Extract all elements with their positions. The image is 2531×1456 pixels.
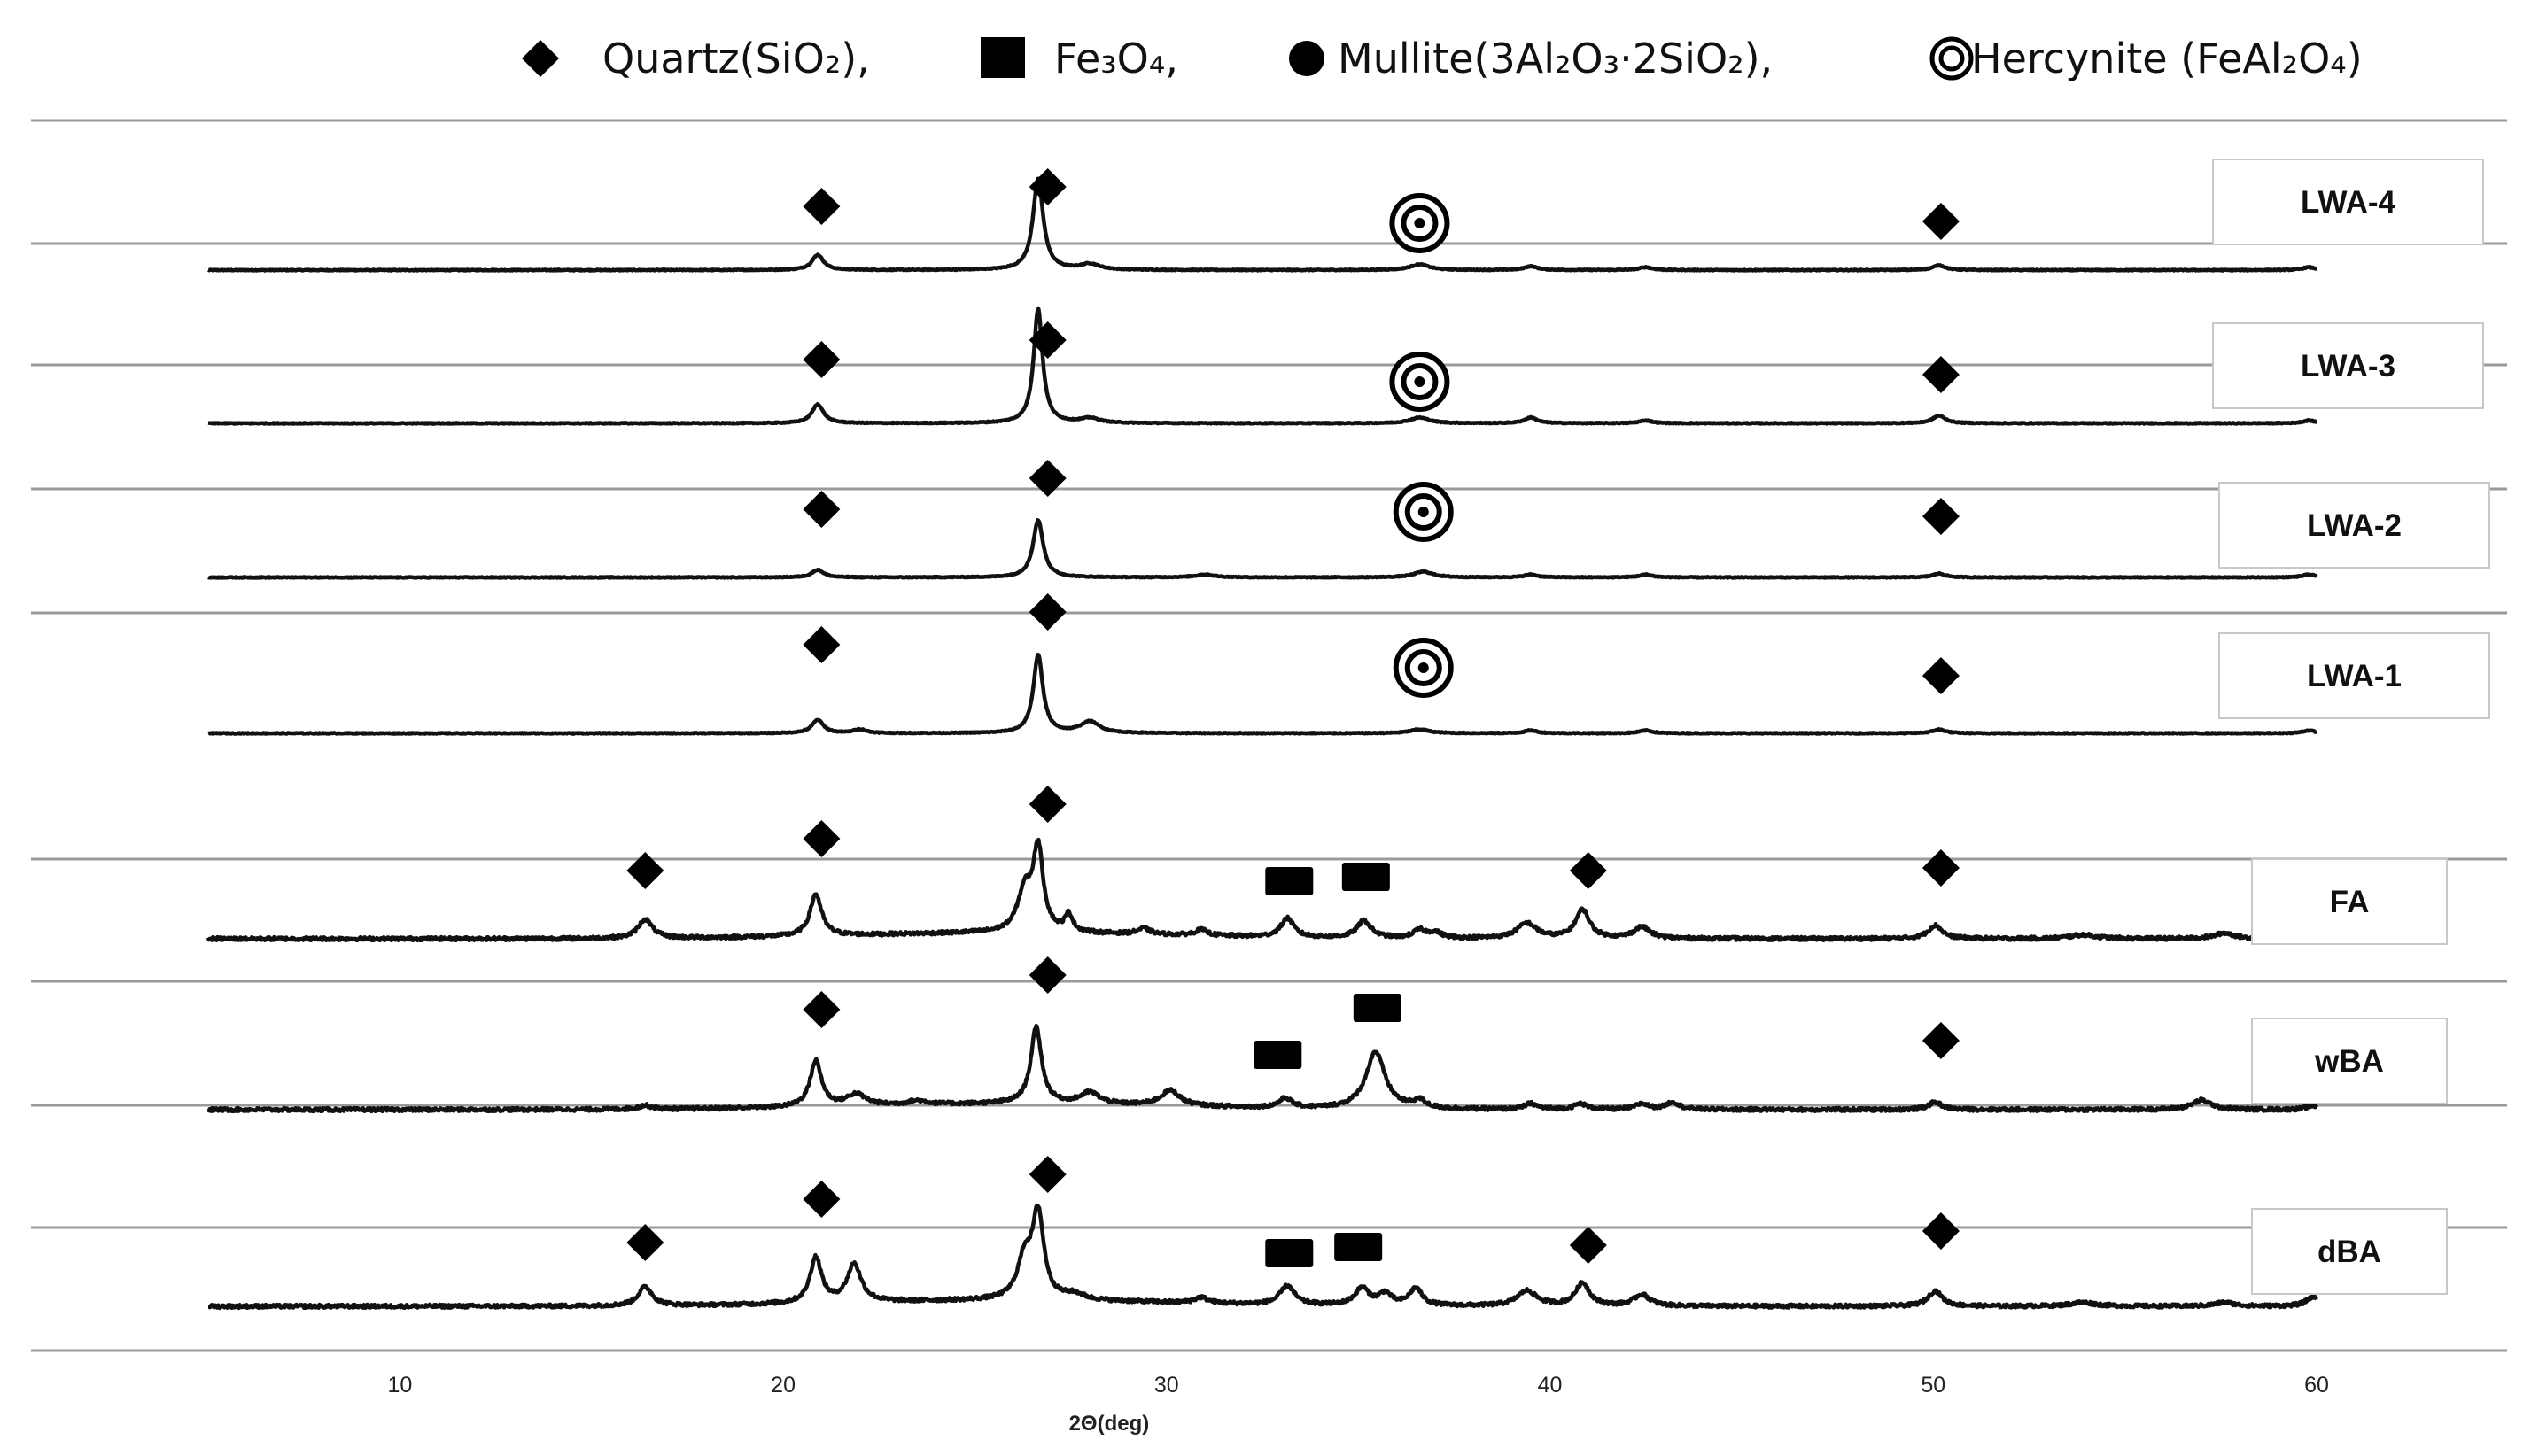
diffraction-trace	[206, 837, 2318, 943]
sample-label: LWA-2	[2307, 508, 2402, 543]
diamond-peak-marker	[1569, 852, 1607, 889]
panel-lwa-2: LWA-2	[206, 460, 2490, 580]
x-tick-label: 40	[1538, 1373, 1563, 1398]
panel-lwa-4: LWA-4	[206, 159, 2484, 273]
diamond-peak-marker	[1029, 1156, 1067, 1193]
diamond-peak-marker	[1922, 1212, 1960, 1250]
square-peak-marker	[1334, 1233, 1383, 1261]
sample-label: LWA-4	[2301, 185, 2395, 220]
sample-label: LWA-1	[2307, 659, 2402, 693]
x-tick-label: 50	[1921, 1373, 1945, 1398]
x-tick-label: 20	[771, 1373, 796, 1398]
diamond-peak-marker	[1569, 1227, 1607, 1264]
panel-separators	[31, 119, 2507, 1352]
panel-lwa-3: LWA-3	[206, 306, 2484, 426]
sample-label-box	[2212, 159, 2484, 245]
diamond-peak-marker	[626, 852, 664, 889]
square-peak-marker	[1353, 994, 1401, 1022]
sample-label-box	[2251, 858, 2448, 945]
square-peak-marker	[1254, 1041, 1302, 1069]
diamond-peak-marker	[803, 1181, 841, 1218]
sample-label-box	[2218, 482, 2490, 569]
legend-label: Quartz(SiO₂),	[602, 35, 870, 82]
diamond-peak-marker	[1029, 168, 1067, 205]
diamond-peak-marker	[1922, 203, 1960, 240]
panel-wba: wBA	[206, 956, 2448, 1114]
legend-circle-icon	[1289, 41, 1324, 76]
diffraction-trace	[206, 652, 2318, 736]
diamond-peak-marker	[1922, 1022, 1960, 1059]
diamond-peak-marker	[1922, 849, 1960, 887]
x-axis-title: 2Θ(deg)	[1069, 1412, 1150, 1436]
double-circle-peak-marker	[1393, 482, 1454, 542]
sample-label-box	[2218, 632, 2490, 719]
double-circle-peak-marker	[1389, 193, 1450, 253]
diamond-peak-marker	[1029, 460, 1067, 497]
sample-label-box	[2251, 1018, 2448, 1104]
legend-label: Fe₃O₄,	[1054, 35, 1178, 82]
double-circle-peak-marker	[1389, 352, 1450, 412]
legend-label: Hercynite (FeAl₂O₄)	[1971, 35, 2363, 82]
diamond-peak-marker	[803, 341, 841, 378]
square-peak-marker	[1265, 1239, 1314, 1267]
diamond-peak-marker	[803, 491, 841, 528]
diamond-peak-marker	[1922, 356, 1960, 393]
legend-label: Mullite(3Al₂O₃·2SiO₂),	[1338, 35, 1773, 82]
diamond-peak-marker	[1029, 593, 1067, 631]
x-tick-label: 30	[1154, 1373, 1179, 1398]
square-peak-marker	[1265, 867, 1314, 895]
panels: LWA-4 LWA-3 LWA-2 LWA-1 FA wBA dBA	[206, 159, 2490, 1311]
sample-label: dBA	[2317, 1235, 2381, 1269]
sample-label: FA	[2330, 885, 2370, 919]
diamond-peak-marker	[803, 820, 841, 857]
sample-label-box	[2251, 1208, 2448, 1295]
legend: Quartz(SiO₂), Fe₃O₄, Mullite(3Al₂O₃·2SiO₂)…	[522, 35, 2363, 82]
diamond-peak-marker	[803, 991, 841, 1028]
diffraction-trace	[206, 1203, 2318, 1311]
sample-label: LWA-3	[2301, 349, 2395, 383]
diamond-peak-marker	[1029, 956, 1067, 994]
x-tick-label: 60	[2304, 1373, 2329, 1398]
diamond-peak-marker	[1922, 657, 1960, 694]
diffraction-trace	[206, 306, 2318, 426]
diamond-peak-marker	[1029, 786, 1067, 823]
panel-fa: FA	[206, 786, 2448, 945]
diamond-peak-marker	[1029, 321, 1067, 359]
legend-double-circle-icon	[1929, 36, 1974, 81]
x-axis: 10 20 30 40 50 60 2Θ(deg)	[387, 1373, 2328, 1436]
diamond-peak-marker	[803, 626, 841, 663]
diffraction-trace	[206, 518, 2318, 580]
diamond-peak-marker	[803, 188, 841, 225]
sample-label-box	[2212, 322, 2484, 409]
diamond-peak-marker	[626, 1224, 664, 1261]
diffraction-trace	[206, 1023, 2319, 1114]
square-peak-marker	[1341, 863, 1390, 891]
diffraction-trace	[206, 176, 2318, 273]
sample-label: wBA	[2314, 1044, 2384, 1079]
x-tick-label: 10	[387, 1373, 412, 1398]
panel-dba: dBA	[206, 1156, 2448, 1311]
panel-lwa-1: LWA-1	[206, 593, 2490, 736]
legend-square-icon	[981, 37, 1025, 78]
diamond-peak-marker	[1922, 498, 1960, 535]
legend-diamond-icon	[522, 40, 559, 77]
double-circle-peak-marker	[1393, 638, 1454, 698]
